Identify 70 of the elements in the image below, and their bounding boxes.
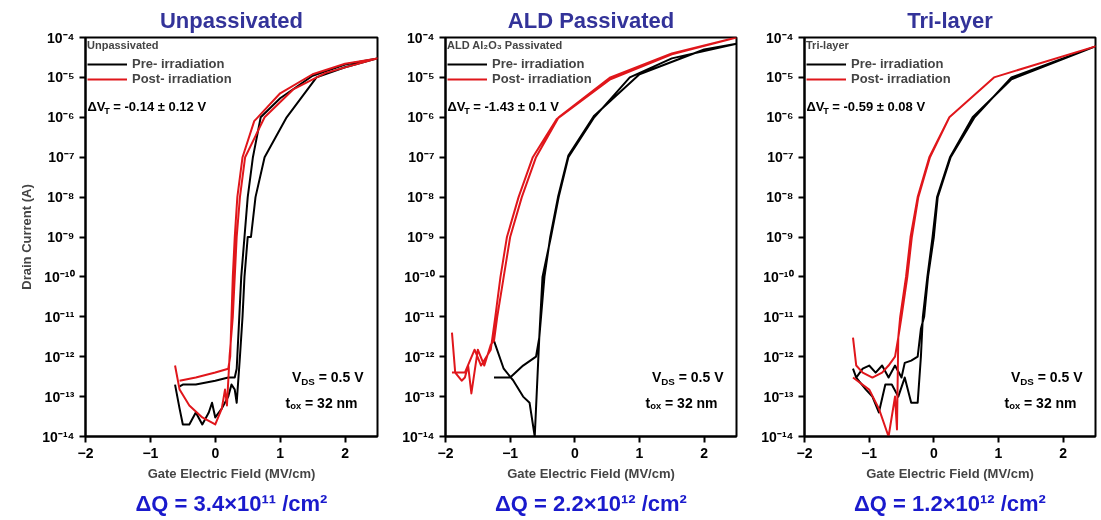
y-tick-label: 10⁻⁸ — [766, 189, 794, 206]
y-tick-label: 10⁻⁴ — [407, 29, 435, 46]
chart-title: Tri-layer — [907, 7, 994, 33]
legend-label: Post- irradiation — [851, 71, 951, 86]
y-tick-label: 10⁻⁵ — [47, 69, 75, 86]
y-tick-label: 10⁻⁹ — [47, 229, 75, 245]
legend-title: ALD Al₂O₃ Passivated — [447, 39, 564, 51]
annotation: tₒₓ = 32 nm — [1004, 394, 1077, 411]
y-tick-label: 10⁻¹⁰ — [763, 268, 794, 285]
legend-title: Tri-layer — [806, 39, 850, 51]
annotation: tₒₓ = 32 nm — [285, 394, 358, 411]
annotation: tₒₓ = 32 nm — [645, 394, 718, 411]
y-tick-label: 10⁻¹¹ — [763, 308, 794, 325]
x-tick-label: −1 — [142, 444, 159, 461]
y-tick-label: 10⁻¹³ — [404, 388, 435, 405]
y-tick-label: 10⁻⁸ — [407, 189, 435, 206]
y-tick-label: 10⁻¹¹ — [44, 308, 75, 325]
text: ΔQ = 2.2×10¹² /cm² — [495, 490, 687, 516]
y-tick-label: 10⁻⁷ — [767, 149, 794, 166]
x-axis-title: Gate Electric Field (MV/cm) — [507, 465, 675, 481]
y-tick-label: 10⁻⁸ — [47, 189, 75, 206]
y-tick-label: 10⁻⁶ — [766, 109, 794, 126]
y-tick-label: 10⁻⁹ — [766, 229, 794, 245]
chart-title: Unpassivated — [159, 7, 304, 33]
y-tick-label: 10⁻¹³ — [44, 388, 75, 405]
y-tick-label: 10⁻¹² — [763, 348, 794, 365]
y-tick-label: 10⁻¹⁴ — [761, 428, 794, 445]
text: ΔQ = 1.2×10¹² /cm² — [854, 490, 1046, 516]
x-tick-label: −2 — [437, 444, 454, 461]
x-tick-label: −1 — [502, 444, 519, 461]
y-tick-label: 10⁻⁵ — [407, 69, 435, 86]
x-tick-label: 0 — [211, 444, 220, 461]
legend-title: Unpassivated — [87, 39, 160, 51]
x-tick-label: 2 — [1059, 444, 1068, 461]
x-tick-label: −2 — [796, 444, 813, 461]
y-tick-label: 10⁻¹⁴ — [42, 428, 75, 445]
legend-label: Post- irradiation — [132, 71, 232, 86]
chart-title: ALD Passivated — [507, 7, 675, 33]
x-tick-label: −1 — [861, 444, 878, 461]
x-tick-label: 1 — [276, 444, 285, 461]
y-tick-label: 10⁻⁶ — [47, 109, 75, 126]
y-tick-label: 10⁻¹³ — [763, 388, 794, 405]
y-tick-label: 10⁻⁶ — [407, 109, 435, 126]
x-tick-label: 0 — [929, 444, 938, 461]
x-tick-label: −2 — [77, 444, 94, 461]
x-tick-label: 2 — [700, 444, 709, 461]
y-tick-label: 10⁻¹⁴ — [402, 428, 435, 445]
x-axis-title: Gate Electric Field (MV/cm) — [147, 465, 316, 481]
text: ΔQ = 3.4×10¹¹ /cm² — [135, 490, 328, 516]
legend-label: Pre- irradiation — [851, 56, 944, 71]
y-tick-label: 10⁻⁹ — [407, 229, 435, 245]
legend-label: Pre- irradiation — [492, 56, 585, 71]
y-tick-label: 10⁻⁴ — [47, 29, 75, 46]
legend-label: Post- irradiation — [492, 71, 592, 86]
y-axis-title: Drain Current (A) — [19, 184, 35, 290]
y-tick-label: 10⁻⁴ — [766, 29, 794, 46]
y-tick-label: 10⁻⁷ — [48, 149, 75, 166]
y-tick-label: 10⁻¹² — [404, 348, 435, 365]
y-tick-label: 10⁻¹⁰ — [404, 268, 435, 285]
x-tick-label: 1 — [994, 444, 1003, 461]
x-tick-label: 1 — [635, 444, 644, 461]
x-tick-label: 0 — [570, 444, 579, 461]
y-tick-label: 10⁻¹⁰ — [44, 268, 75, 285]
y-tick-label: 10⁻¹¹ — [404, 308, 435, 325]
x-tick-label: 2 — [341, 444, 350, 461]
y-tick-label: 10⁻⁷ — [408, 149, 435, 166]
x-axis-title: Gate Electric Field (MV/cm) — [866, 465, 1034, 481]
y-tick-label: 10⁻¹² — [44, 348, 75, 365]
legend-label: Pre- irradiation — [132, 56, 225, 71]
y-tick-label: 10⁻⁵ — [766, 69, 794, 86]
